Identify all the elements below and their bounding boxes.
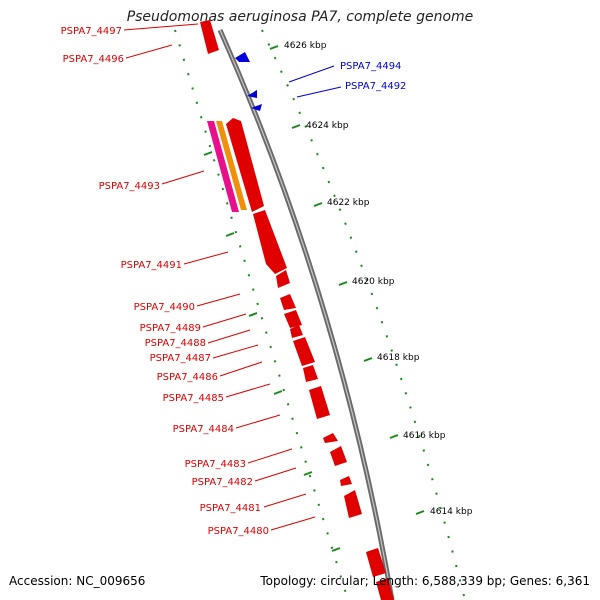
gene-label[interactable]: PSPA7_4482 [192, 477, 253, 488]
gene-label[interactable]: PSPA7_4484 [173, 424, 234, 435]
accession-text: Accession: NC_009656 [9, 574, 146, 588]
gene-PSPA7_4490[interactable] [276, 270, 290, 288]
gene-label[interactable]: PSPA7_4490 [134, 302, 195, 313]
gene-label[interactable]: PSPA7_4492 [345, 81, 406, 92]
gene-PSPA7_4492-a[interactable] [247, 90, 257, 98]
gene-PSPA7_4484[interactable] [309, 386, 330, 419]
kbp-label: 4622 kbp [327, 198, 370, 208]
gene-PSPA7_4489[interactable] [280, 294, 296, 310]
inner-ruler [174, 29, 349, 600]
kbp-tick [415, 510, 425, 515]
genes-minus-strand [200, 20, 394, 600]
gene-label[interactable]: PSPA7_4488 [145, 338, 206, 349]
kbp-label: 4618 kbp [377, 353, 420, 363]
kbp-ticks: 4626 kbp 4624 kbp 4622 kbp 4620 kbp 4618… [269, 41, 473, 517]
gene-label[interactable]: PSPA7_4483 [185, 459, 246, 470]
label-leaders [123, 23, 342, 531]
kbp-tick [269, 45, 279, 50]
feature-orange[interactable] [216, 121, 247, 210]
gene-PSPA7_4487[interactable] [290, 325, 303, 338]
inner-ticks [203, 151, 341, 552]
gene-label[interactable]: PSPA7_4497 [61, 26, 122, 37]
gene-label[interactable]: PSPA7_4480 [208, 526, 269, 537]
kbp-tick [389, 434, 399, 439]
gene-PSPA7_4485[interactable] [303, 365, 318, 382]
gene-PSPA7_4493[interactable] [226, 118, 264, 212]
gene-PSPA7_4494[interactable] [235, 52, 250, 62]
genes-plus-strand [235, 52, 262, 111]
gene-label[interactable]: PSPA7_4496 [63, 54, 124, 65]
gene-label[interactable]: PSPA7_4494 [340, 61, 401, 72]
gene-PSPA7_4480[interactable] [344, 490, 362, 518]
kbp-tick [313, 202, 323, 207]
gene-PSPA7_4488[interactable] [284, 310, 302, 328]
gene-unlabeled[interactable] [376, 578, 394, 600]
gene-label[interactable]: PSPA7_4481 [200, 503, 261, 514]
gene-PSPA7_4491[interactable] [253, 210, 287, 274]
gene-label[interactable]: PSPA7_4487 [150, 353, 211, 364]
kbp-label: 4614 kbp [430, 507, 473, 517]
kbp-label: 4616 kbp [403, 431, 446, 441]
genome-backbone [217, 28, 395, 600]
kbp-tick [363, 357, 373, 362]
kbp-tick [291, 124, 301, 129]
kbp-label: 4624 kbp [306, 121, 349, 131]
gene-PSPA7_4492-b[interactable] [251, 104, 262, 111]
gene-PSPA7_4497[interactable] [200, 20, 219, 54]
feature-magenta[interactable] [207, 121, 239, 212]
gene-label[interactable]: PSPA7_4493 [99, 181, 160, 192]
gene-label[interactable]: PSPA7_4486 [157, 372, 218, 383]
kbp-label: 4626 kbp [284, 41, 327, 51]
kbp-tick [338, 281, 348, 286]
map-title: Pseudomonas aeruginosa PA7, complete gen… [126, 9, 474, 25]
gene-PSPA7_4486[interactable] [293, 337, 315, 366]
gene-label[interactable]: PSPA7_4485 [163, 393, 224, 404]
feature-bars [207, 121, 247, 212]
kbp-label: 4620 kbp [352, 277, 395, 287]
gene-PSPA7_4481[interactable] [340, 476, 352, 486]
gene-PSPA7_4482[interactable] [330, 446, 347, 466]
gene-label[interactable]: PSPA7_4491 [121, 260, 182, 271]
gene-labels: PSPA7_4497 PSPA7_4496 PSPA7_4494 PSPA7_4… [61, 26, 407, 537]
gene-PSPA7_4483[interactable] [323, 433, 338, 443]
gene-label[interactable]: PSPA7_4489 [140, 323, 201, 334]
topology-text: Topology: circular; Length: 6,588,339 bp… [260, 574, 590, 588]
gene-unlabeled[interactable] [366, 548, 386, 577]
outer-ruler [261, 29, 466, 600]
